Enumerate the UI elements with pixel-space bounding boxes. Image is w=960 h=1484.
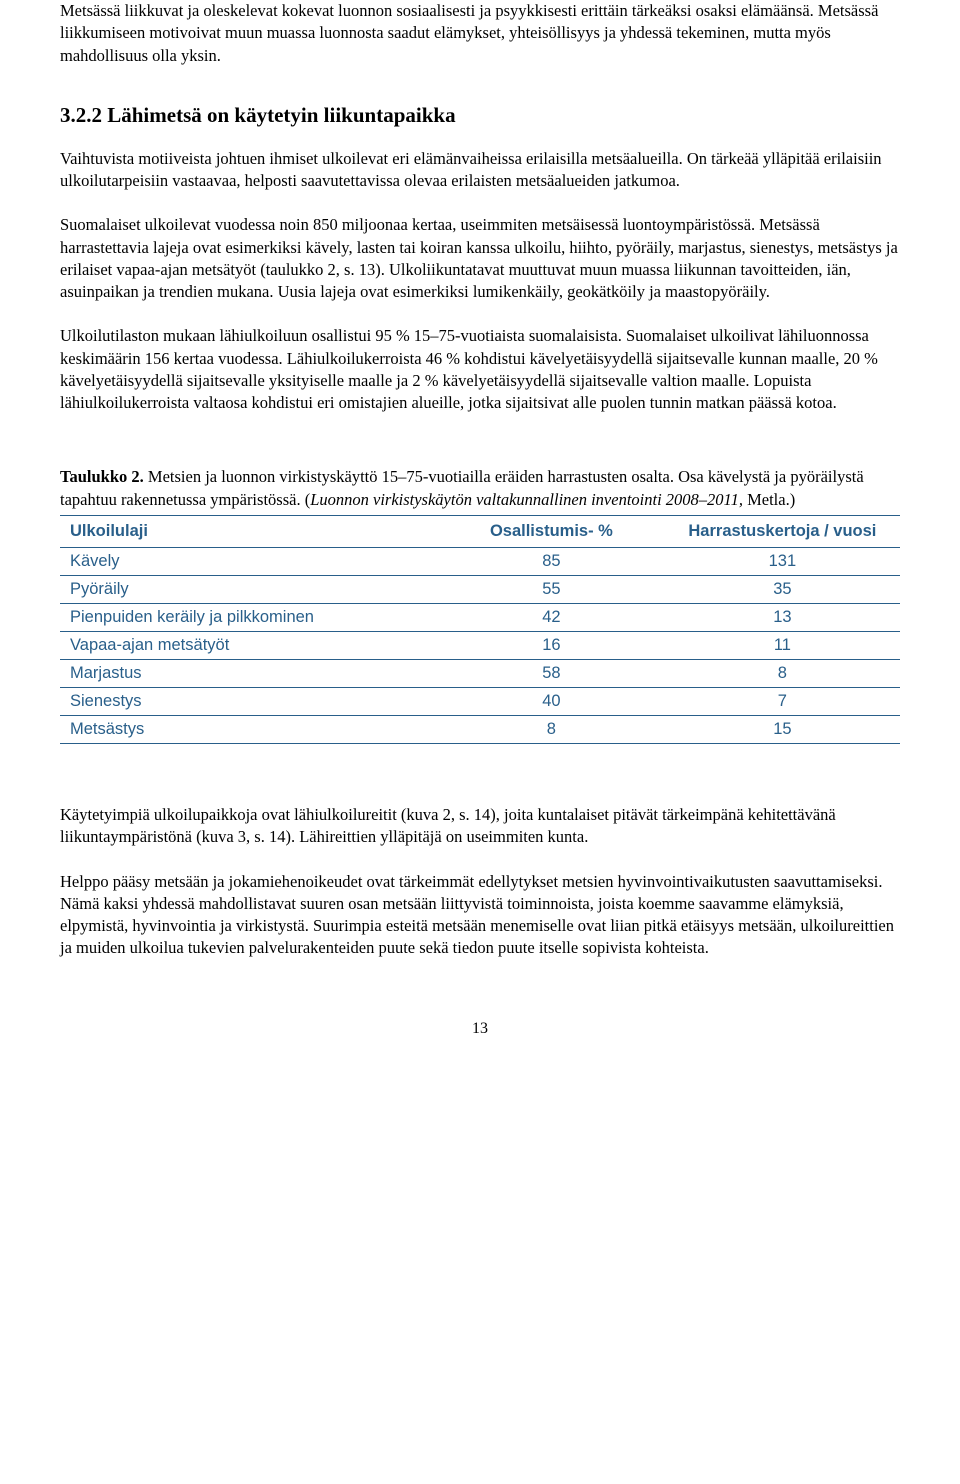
table-row: Metsästys 8 15: [60, 715, 900, 743]
table-row: Marjastus 58 8: [60, 659, 900, 687]
table-cell: Metsästys: [60, 715, 438, 743]
section-heading: 3.2.2 Lähimetsä on käytetyin liikuntapai…: [60, 103, 900, 128]
table-body: Kävely 85 131 Pyöräily 55 35 Pienpuiden …: [60, 547, 900, 743]
body-paragraph-2: Vaihtuvista motiiveista johtuen ihmiset …: [60, 148, 900, 193]
table-row: Kävely 85 131: [60, 547, 900, 575]
table-cell: 16: [438, 631, 665, 659]
table-row: Vapaa-ajan metsätyöt 16 11: [60, 631, 900, 659]
table-header-cell: Ulkoilulaji: [60, 515, 438, 547]
recreation-table: Ulkoilulaji Osallistumis- % Harrastusker…: [60, 515, 900, 744]
table-cell: 85: [438, 547, 665, 575]
caption-italic: Luonnon virkistyskäytön valtakunnallinen…: [310, 490, 743, 509]
table-row: Sienestys 40 7: [60, 687, 900, 715]
table-cell: Sienestys: [60, 687, 438, 715]
table-header-cell: Harrastuskertoja / vuosi: [665, 515, 900, 547]
table-cell: 7: [665, 687, 900, 715]
page-content: Metsässä liikkuvat ja oleskelevat kokeva…: [60, 0, 900, 1038]
body-paragraph-6: Helppo pääsy metsään ja jokamiehenoikeud…: [60, 871, 900, 960]
caption-label: Taulukko 2.: [60, 467, 144, 486]
table-cell: 15: [665, 715, 900, 743]
table-cell: 35: [665, 575, 900, 603]
body-paragraph-5: Käytetyimpiä ulkoilupaikkoja ovat lähiul…: [60, 804, 900, 849]
table-row: Pienpuiden keräily ja pilkkominen 42 13: [60, 603, 900, 631]
table-cell: Pienpuiden keräily ja pilkkominen: [60, 603, 438, 631]
table-cell: Marjastus: [60, 659, 438, 687]
table-cell: Vapaa-ajan metsätyöt: [60, 631, 438, 659]
table-row: Pyöräily 55 35: [60, 575, 900, 603]
table-caption: Taulukko 2. Metsien ja luonnon virkistys…: [60, 466, 900, 511]
table-cell: 13: [665, 603, 900, 631]
page-number: 13: [60, 1020, 900, 1038]
table-cell: 11: [665, 631, 900, 659]
body-paragraph-3: Suomalaiset ulkoilevat vuodessa noin 850…: [60, 214, 900, 303]
body-paragraph-4: Ulkoilutilaston mukaan lähiulkoiluun osa…: [60, 325, 900, 414]
table-cell: 55: [438, 575, 665, 603]
table-cell: Pyöräily: [60, 575, 438, 603]
table-header-row: Ulkoilulaji Osallistumis- % Harrastusker…: [60, 515, 900, 547]
table-header-cell: Osallistumis- %: [438, 515, 665, 547]
table-cell: 58: [438, 659, 665, 687]
table-cell: 8: [438, 715, 665, 743]
table-cell: 40: [438, 687, 665, 715]
table-cell: 131: [665, 547, 900, 575]
table-cell: 42: [438, 603, 665, 631]
table-cell: 8: [665, 659, 900, 687]
intro-paragraph: Metsässä liikkuvat ja oleskelevat kokeva…: [60, 0, 900, 67]
table-cell: Kävely: [60, 547, 438, 575]
caption-tail: Metla.): [743, 490, 795, 509]
